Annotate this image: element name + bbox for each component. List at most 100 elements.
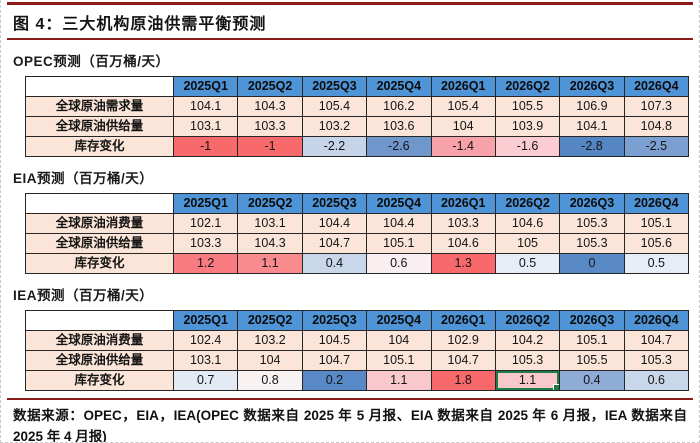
corner-cell [25, 310, 174, 331]
title-divider [7, 38, 693, 40]
value-cell-iea-r2-2025Q1: 0.7 [172, 370, 239, 391]
value-cell-eia-r2-2026Q1: 1.3 [430, 253, 496, 274]
value-cell-eia-r2-2025Q3: 0.4 [301, 253, 368, 274]
value-cell-opec-r0-2026Q4: 107.3 [623, 96, 690, 117]
corner-cell [25, 193, 174, 214]
value-cell-eia-r0-2026Q2: 104.6 [494, 213, 561, 234]
value-cell-opec-r2-2025Q1: -1 [172, 136, 239, 157]
value-cell-opec-r1-2026Q1: 104 [430, 116, 496, 137]
value-cell-opec-r2-2026Q1: -1.4 [430, 136, 496, 157]
value-cell-iea-r0-2026Q3: 105.1 [559, 330, 625, 351]
opec-forecast-table: 2025Q1 2025Q2 2025Q3 2025Q4 2026Q1 2026Q2 2026… [25, 76, 690, 157]
value-cell-opec-r0-2026Q2: 105.5 [494, 96, 561, 117]
value-cell-eia-r0-2026Q1: 103.3 [430, 213, 496, 234]
top-accent-line [7, 2, 693, 5]
value-cell-eia-r1-2026Q1: 104.6 [430, 233, 496, 254]
value-cell-opec-r1-2026Q3: 104.1 [559, 116, 625, 137]
quarter-header-2026Q4: 2026Q4 [623, 76, 690, 97]
value-cell-iea-r0-2025Q4: 104 [366, 330, 432, 351]
quarter-header-2026Q1: 2026Q1 [430, 310, 496, 331]
value-cell-eia-r1-2026Q4: 105.6 [623, 233, 690, 254]
value-cell-eia-r1-2025Q2: 104.3 [237, 233, 303, 254]
value-cell-opec-r2-2026Q2: -1.6 [494, 136, 561, 157]
value-cell-eia-r1-2026Q2: 105 [494, 233, 561, 254]
value-cell-opec-r1-2025Q3: 103.2 [301, 116, 368, 137]
quarter-header-row: 2025Q1 2025Q2 2025Q3 2025Q4 2026Q1 2026Q2 2026… [25, 193, 690, 214]
quarter-header-2025Q3: 2025Q3 [301, 310, 368, 331]
quarter-header-2026Q3: 2026Q3 [559, 193, 625, 214]
value-cell-opec-r1-2026Q2: 103.9 [494, 116, 561, 137]
quarter-header-2025Q3: 2025Q3 [301, 193, 368, 214]
value-cell-opec-r2-2026Q4: -2.5 [623, 136, 690, 157]
section-eia: EIA预测（百万桶/天） 2025Q1 2025Q2 2025Q3 2025Q4 202… [1, 157, 699, 274]
table-row: 库存变化 -1 -1 -2.2 -2.6 -1.4 -1.6 -2.8 -2.5 [25, 136, 690, 157]
value-cell-eia-r1-2025Q3: 104.7 [301, 233, 368, 254]
value-cell-eia-r2-2025Q2: 1.1 [237, 253, 303, 274]
quarter-header-2025Q3: 2025Q3 [301, 76, 368, 97]
row-label: 全球原油供给量 [25, 350, 174, 371]
value-cell-opec-r0-2026Q3: 106.9 [559, 96, 625, 117]
quarter-header-2026Q4: 2026Q4 [623, 310, 690, 331]
table-row: 全球原油消费量 102.1 103.1 104.4 104.4 103.3 104.6 105… [25, 213, 690, 234]
value-cell-iea-r1-2026Q3: 105.5 [559, 350, 625, 371]
value-cell-iea-r2-2026Q4: 0.6 [623, 370, 690, 391]
table-row: 库存变化 1.2 1.1 0.4 0.6 1.3 0.5 0 0.5 [25, 253, 690, 274]
quarter-header-2026Q4: 2026Q4 [623, 193, 690, 214]
section-title-iea: IEA预测（百万桶/天） [13, 288, 154, 303]
row-label: 全球原油需求量 [25, 96, 174, 117]
quarter-header-2025Q1: 2025Q1 [172, 76, 239, 97]
quarter-header-2025Q4: 2025Q4 [366, 76, 432, 97]
table-row: 全球原油消费量 102.4 103.2 104.5 104 102.9 104.2 105.1… [25, 330, 690, 351]
value-cell-iea-r0-2025Q2: 103.2 [237, 330, 303, 351]
quarter-header-2026Q2: 2026Q2 [494, 76, 561, 97]
value-cell-iea-r0-2025Q1: 102.4 [172, 330, 239, 351]
row-label: 库存变化 [25, 136, 174, 157]
value-cell-eia-r0-2025Q1: 102.1 [172, 213, 239, 234]
quarter-header-2025Q2: 2025Q2 [237, 193, 303, 214]
row-label: 库存变化 [25, 253, 174, 274]
quarter-header-2025Q2: 2025Q2 [237, 310, 303, 331]
value-cell-iea-r0-2026Q4: 104.7 [623, 330, 690, 351]
value-cell-eia-r2-2026Q4: 0.5 [623, 253, 690, 274]
table-row: 全球原油供给量 103.3 104.3 104.7 105.1 104.6 105 105.3… [25, 233, 690, 254]
selection-fill-handle [553, 384, 559, 390]
figure-title: 图 4：三大机构原油供需平衡预测 [13, 16, 267, 33]
value-cell-eia-r0-2025Q3: 104.4 [301, 213, 368, 234]
quarter-header-2026Q2: 2026Q2 [494, 310, 561, 331]
value-cell-eia-r1-2026Q3: 105.3 [559, 233, 625, 254]
quarter-header-2025Q4: 2025Q4 [366, 193, 432, 214]
section-iea: IEA预测（百万桶/天） 2025Q1 2025Q2 2025Q3 2025Q4 202… [1, 274, 699, 391]
quarter-header-row: 2025Q1 2025Q2 2025Q3 2025Q4 2026Q1 2026Q2 2026… [25, 310, 690, 331]
quarter-header-2025Q2: 2025Q2 [237, 76, 303, 97]
value-cell-opec-r1-2026Q4: 104.8 [623, 116, 690, 137]
value-cell-eia-r0-2026Q4: 105.1 [623, 213, 690, 234]
value-cell-opec-r0-2025Q3: 105.4 [301, 96, 368, 117]
value-cell-opec-r1-2025Q2: 103.3 [237, 116, 303, 137]
quarter-header-2025Q1: 2025Q1 [172, 310, 239, 331]
value-cell-iea-r1-2026Q4: 105.3 [623, 350, 690, 371]
quarter-header-2026Q1: 2026Q1 [430, 76, 496, 97]
corner-cell [25, 76, 174, 97]
section-opec: OPEC预测（百万桶/天） 2025Q1 2025Q2 2025Q3 2025Q4 20… [1, 40, 699, 157]
value-cell-opec-r2-2025Q3: -2.2 [301, 136, 368, 157]
value-cell-opec-r0-2025Q4: 106.2 [366, 96, 432, 117]
value-cell-iea-r2-2025Q3: 0.2 [301, 370, 368, 391]
footer-divider [7, 398, 693, 400]
section-title-eia: EIA预测（百万桶/天） [13, 171, 154, 186]
value-cell-eia-r0-2025Q4: 104.4 [366, 213, 432, 234]
value-cell-iea-r1-2025Q2: 104 [237, 350, 303, 371]
value-cell-opec-r2-2026Q3: -2.8 [559, 136, 625, 157]
value-cell-iea-r2-2025Q2: 0.8 [237, 370, 303, 391]
value-cell-eia-r2-2026Q3: 0 [559, 253, 625, 274]
value-cell-opec-r2-2025Q2: -1 [237, 136, 303, 157]
table-row: 全球原油需求量 104.1 104.3 105.4 106.2 105.4 105.5 106… [25, 96, 690, 117]
selected-cell-iea-2026Q2: 1.1 [494, 370, 561, 391]
value-cell-iea-r0-2025Q3: 104.5 [301, 330, 368, 351]
table-row: 全球原油供给量 103.1 103.3 103.2 103.6 104 103.9 104.1… [25, 116, 690, 137]
value-cell-eia-r2-2025Q1: 1.2 [172, 253, 239, 274]
data-source-note: 数据来源：OPEC，EIA，IEA(OPEC 数据来自 2025 年 5 月报、… [13, 408, 687, 443]
row-label: 全球原油供给量 [25, 233, 174, 254]
value-cell-opec-r2-2025Q4: -2.6 [366, 136, 432, 157]
value-cell-iea-r1-2025Q4: 105.1 [366, 350, 432, 371]
row-label: 全球原油消费量 [25, 213, 174, 234]
